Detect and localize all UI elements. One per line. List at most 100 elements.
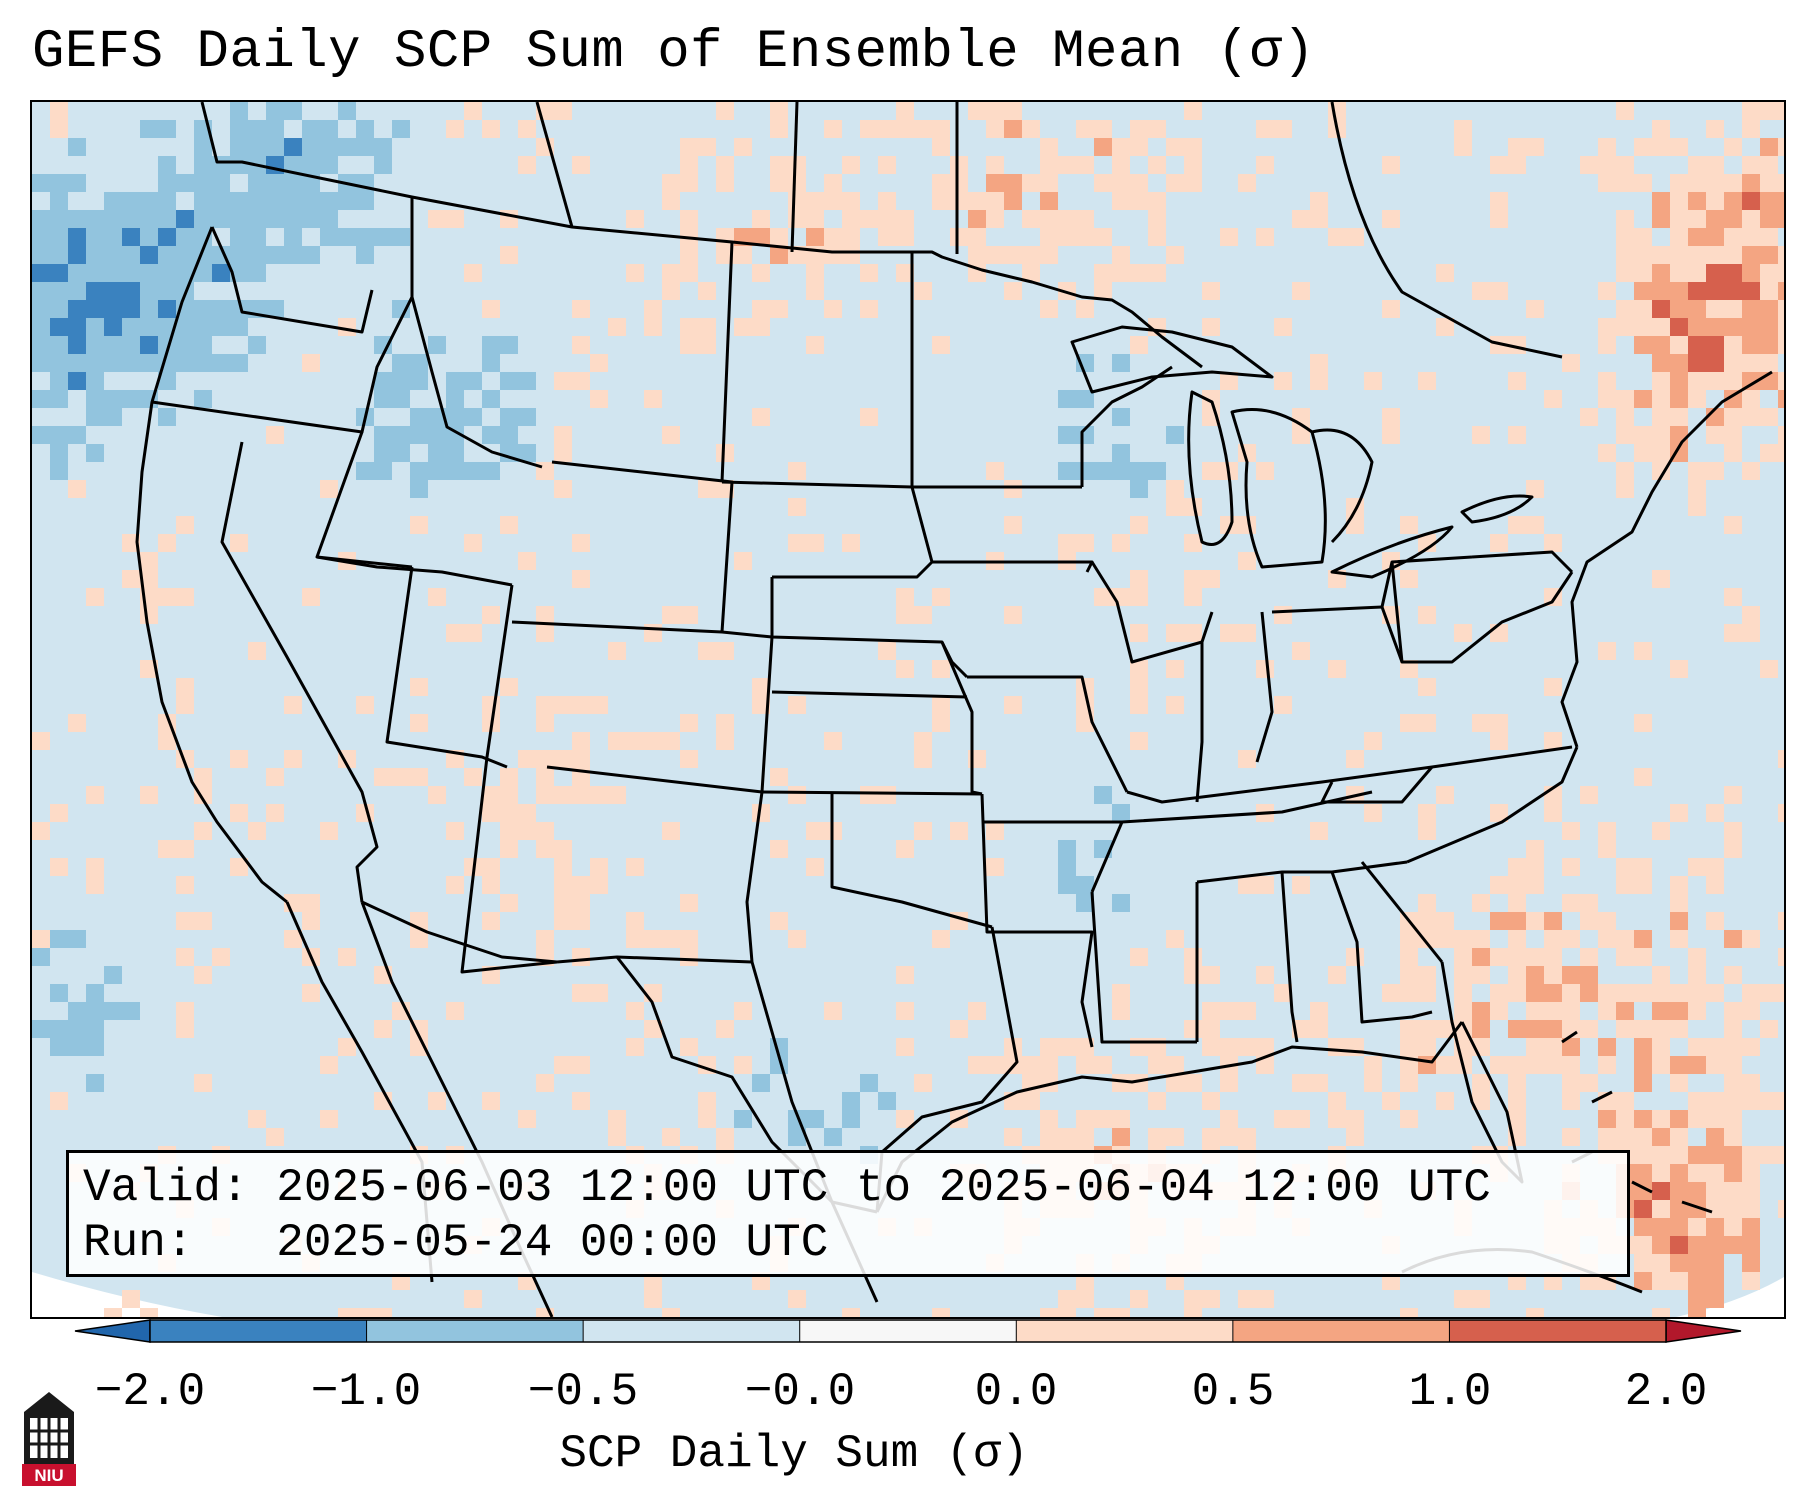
scp-cell [770, 156, 788, 174]
scp-cell [914, 822, 932, 840]
scp-cell [1688, 372, 1706, 390]
gulf-coast [875, 1021, 1464, 1213]
scp-cell [1148, 156, 1166, 174]
scp-cell [1652, 390, 1670, 408]
scp-cell [1706, 1164, 1724, 1182]
colorbar-tick: 1.0 [1408, 1366, 1492, 1418]
scp-cell [1094, 1056, 1112, 1074]
scp-cell [572, 732, 590, 750]
scp-cell [1526, 516, 1544, 534]
scp-cell [1004, 192, 1022, 210]
scp-cell [1328, 966, 1346, 984]
scp-cell [698, 318, 716, 336]
scp-cell [284, 210, 302, 228]
scp-cell [572, 156, 590, 174]
scp-cell [1076, 354, 1094, 372]
scp-cell [1130, 1290, 1148, 1308]
scp-cell [1490, 876, 1508, 894]
scp-cell [374, 372, 392, 390]
scp-cell [1544, 930, 1562, 948]
scp-cell [86, 354, 104, 372]
outside-projection [32, 1272, 223, 1317]
scp-cell [680, 174, 698, 192]
scp-cell [1256, 1038, 1274, 1056]
scp-cell [572, 912, 590, 930]
scp-cell [1742, 192, 1760, 210]
scp-cell [662, 264, 680, 282]
scp-cell [734, 318, 752, 336]
scp-cell [1760, 1020, 1778, 1038]
scp-cell [806, 336, 824, 354]
scp-cell [176, 228, 194, 246]
scp-cell [1652, 120, 1670, 138]
scp-cell [932, 696, 950, 714]
scp-cell [932, 930, 950, 948]
scp-cell [500, 822, 518, 840]
scp-cell [1400, 1308, 1418, 1317]
scp-cell [770, 246, 788, 264]
scp-cell [176, 354, 194, 372]
scp-cell [1166, 1128, 1184, 1146]
scp-cell [266, 192, 284, 210]
scp-cell [1310, 192, 1328, 210]
scp-cell [824, 300, 842, 318]
scp-cell [1760, 102, 1778, 120]
scp-cell [1508, 1056, 1526, 1074]
scp-cell [1454, 120, 1472, 138]
lake-huron [1311, 428, 1374, 544]
scp-cell [1328, 1092, 1346, 1110]
scp-cell [1076, 696, 1094, 714]
scp-cell [896, 1038, 914, 1056]
scp-cell [1382, 408, 1400, 426]
scp-cell [1760, 354, 1778, 372]
scp-cell [860, 210, 878, 228]
scp-cell [1742, 1038, 1760, 1056]
scp-cell [1076, 534, 1094, 552]
scp-cell [1652, 408, 1670, 426]
scp-cell [1778, 210, 1784, 228]
scp-cell [1634, 1038, 1652, 1056]
scp-cell [1616, 318, 1634, 336]
scp-cell [1598, 372, 1616, 390]
scp-cell [932, 714, 950, 732]
scp-cell [68, 210, 86, 228]
scp-cell [824, 174, 842, 192]
scp-cell [158, 120, 176, 138]
scp-cell [1472, 1074, 1490, 1092]
scp-cell [1706, 156, 1724, 174]
scp-cell [122, 390, 140, 408]
scp-cell [464, 768, 482, 786]
scp-cell [572, 876, 590, 894]
scp-cell [140, 354, 158, 372]
scp-cell [1076, 1128, 1094, 1146]
scp-cell [1328, 1038, 1346, 1056]
scp-cell [1634, 714, 1652, 732]
scp-cell [50, 462, 68, 480]
scp-cell [1562, 1074, 1580, 1092]
scp-cell [392, 390, 410, 408]
scp-cell [572, 984, 590, 1002]
scp-cell [590, 858, 608, 876]
scp-cell [1364, 1074, 1382, 1092]
scp-cell [32, 1020, 50, 1038]
scp-cell [1742, 408, 1760, 426]
scp-cell [572, 300, 590, 318]
scp-cell [788, 462, 806, 480]
scp-cell [518, 444, 536, 462]
scp-cell [1490, 156, 1508, 174]
scp-cell [194, 768, 212, 786]
scp-cell [1346, 1110, 1364, 1128]
scp-cell [122, 192, 140, 210]
scp-cell [1112, 894, 1130, 912]
scp-cell [1724, 372, 1742, 390]
scp-cell [176, 318, 194, 336]
scp-cell [1652, 354, 1670, 372]
scp-cell [1544, 732, 1562, 750]
scp-cell [1508, 966, 1526, 984]
scp-cell [50, 930, 68, 948]
scp-cell [1616, 876, 1634, 894]
scp-cell [1490, 624, 1508, 642]
scp-cell [50, 858, 68, 876]
scp-cell [536, 822, 554, 840]
scp-cell [1634, 768, 1652, 786]
